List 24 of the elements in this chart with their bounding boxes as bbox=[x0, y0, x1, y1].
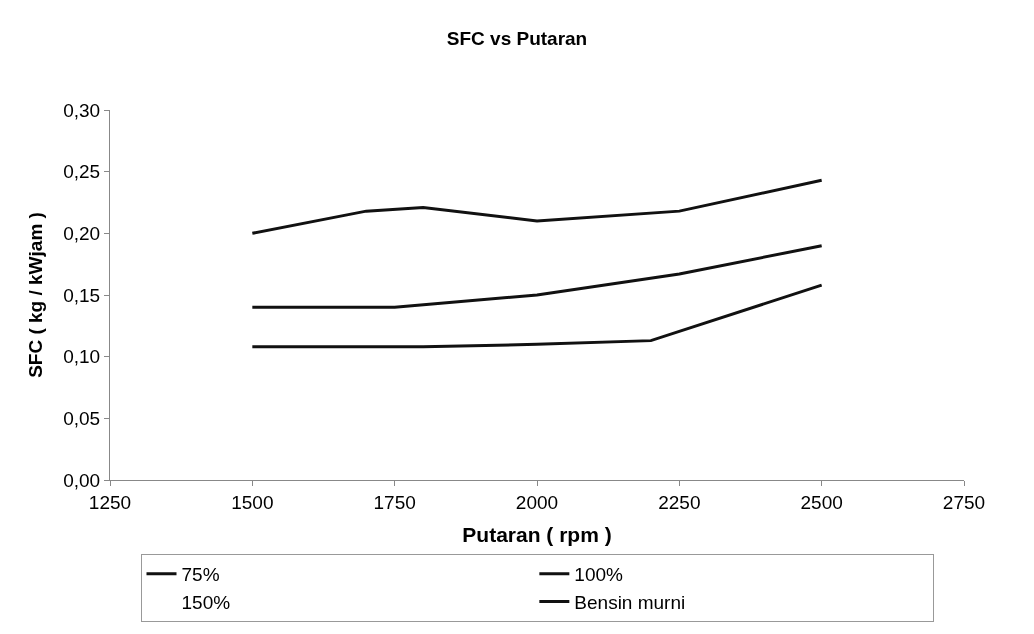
legend-label: 100% bbox=[574, 564, 624, 586]
y-tick-label: 0,15 bbox=[63, 284, 101, 306]
x-tick-label: 2250 bbox=[658, 491, 701, 513]
y-axis-title: SFC ( kg / kWjam ) bbox=[25, 212, 47, 378]
x-tick-label: 2500 bbox=[800, 491, 843, 513]
legend-label: Bensin murni bbox=[574, 591, 686, 613]
line-series bbox=[250, 283, 824, 349]
y-tick-label: 0,20 bbox=[63, 222, 101, 244]
y-tick-label: 0,05 bbox=[63, 407, 101, 429]
x-tick-label: 1750 bbox=[373, 491, 416, 513]
x-tick-label: 1250 bbox=[88, 491, 132, 513]
x-tick-label: 2750 bbox=[942, 491, 986, 513]
chart-title: SFC vs Putaran bbox=[446, 28, 588, 49]
x-tick-label: 2000 bbox=[515, 491, 559, 513]
y-tick-label: 0,00 bbox=[63, 469, 101, 491]
y-tick-label: 0,30 bbox=[63, 99, 101, 121]
legend-label: 75% bbox=[181, 564, 220, 586]
x-axis-title: Putaran ( rpm ) bbox=[462, 523, 612, 546]
y-tick-label: 0,25 bbox=[63, 161, 101, 183]
y-tick-label: 0,10 bbox=[63, 346, 101, 368]
text: 150% bbox=[181, 591, 231, 613]
line-series bbox=[250, 178, 824, 235]
line-series bbox=[250, 244, 824, 309]
x-tick-label: 1500 bbox=[231, 491, 274, 513]
